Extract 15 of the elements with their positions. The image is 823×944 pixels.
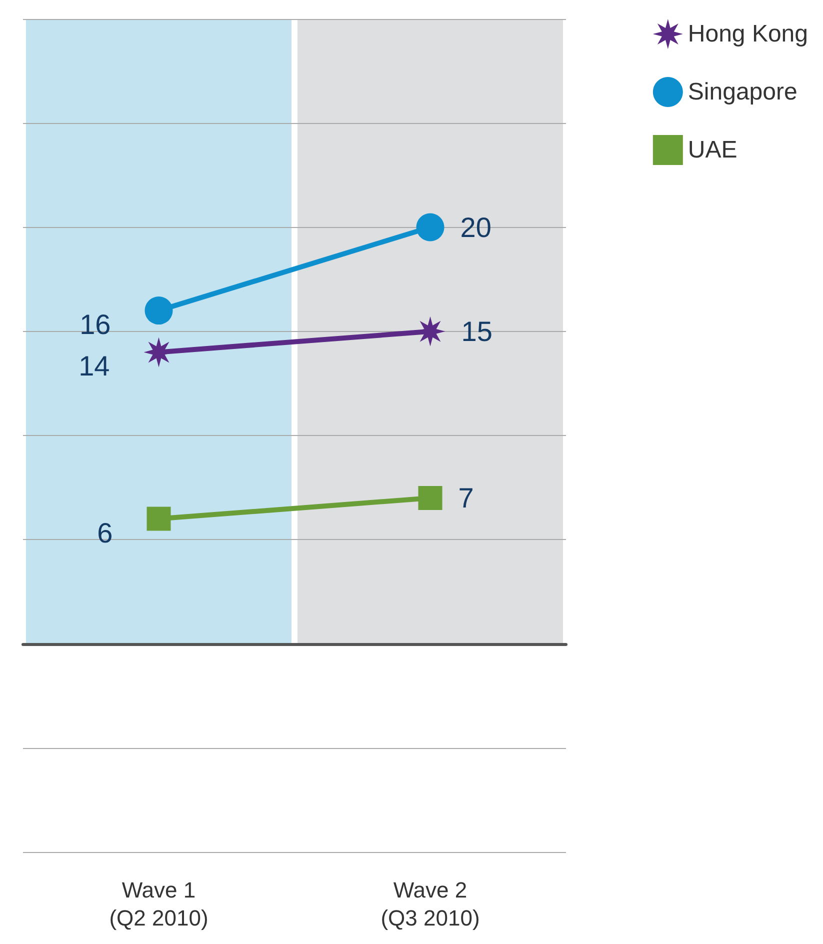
data-label: 15 <box>461 316 492 347</box>
legend-label: UAE <box>688 136 738 164</box>
legend-label: Hong Kong <box>688 20 808 48</box>
x-tick-label: Wave 1 (Q2 2010) <box>109 878 208 930</box>
point <box>416 213 444 242</box>
data-label: 7 <box>458 482 474 514</box>
data-label: 20 <box>460 212 492 243</box>
point <box>418 486 442 510</box>
x-tick-label: Wave 2 (Q3 2010) <box>380 878 480 930</box>
point <box>144 296 173 325</box>
data-label: 14 <box>78 350 110 382</box>
point <box>146 506 171 531</box>
data-label: 6 <box>97 517 113 548</box>
legend-label: Singapore <box>688 78 798 106</box>
data-label: 16 <box>80 309 111 340</box>
